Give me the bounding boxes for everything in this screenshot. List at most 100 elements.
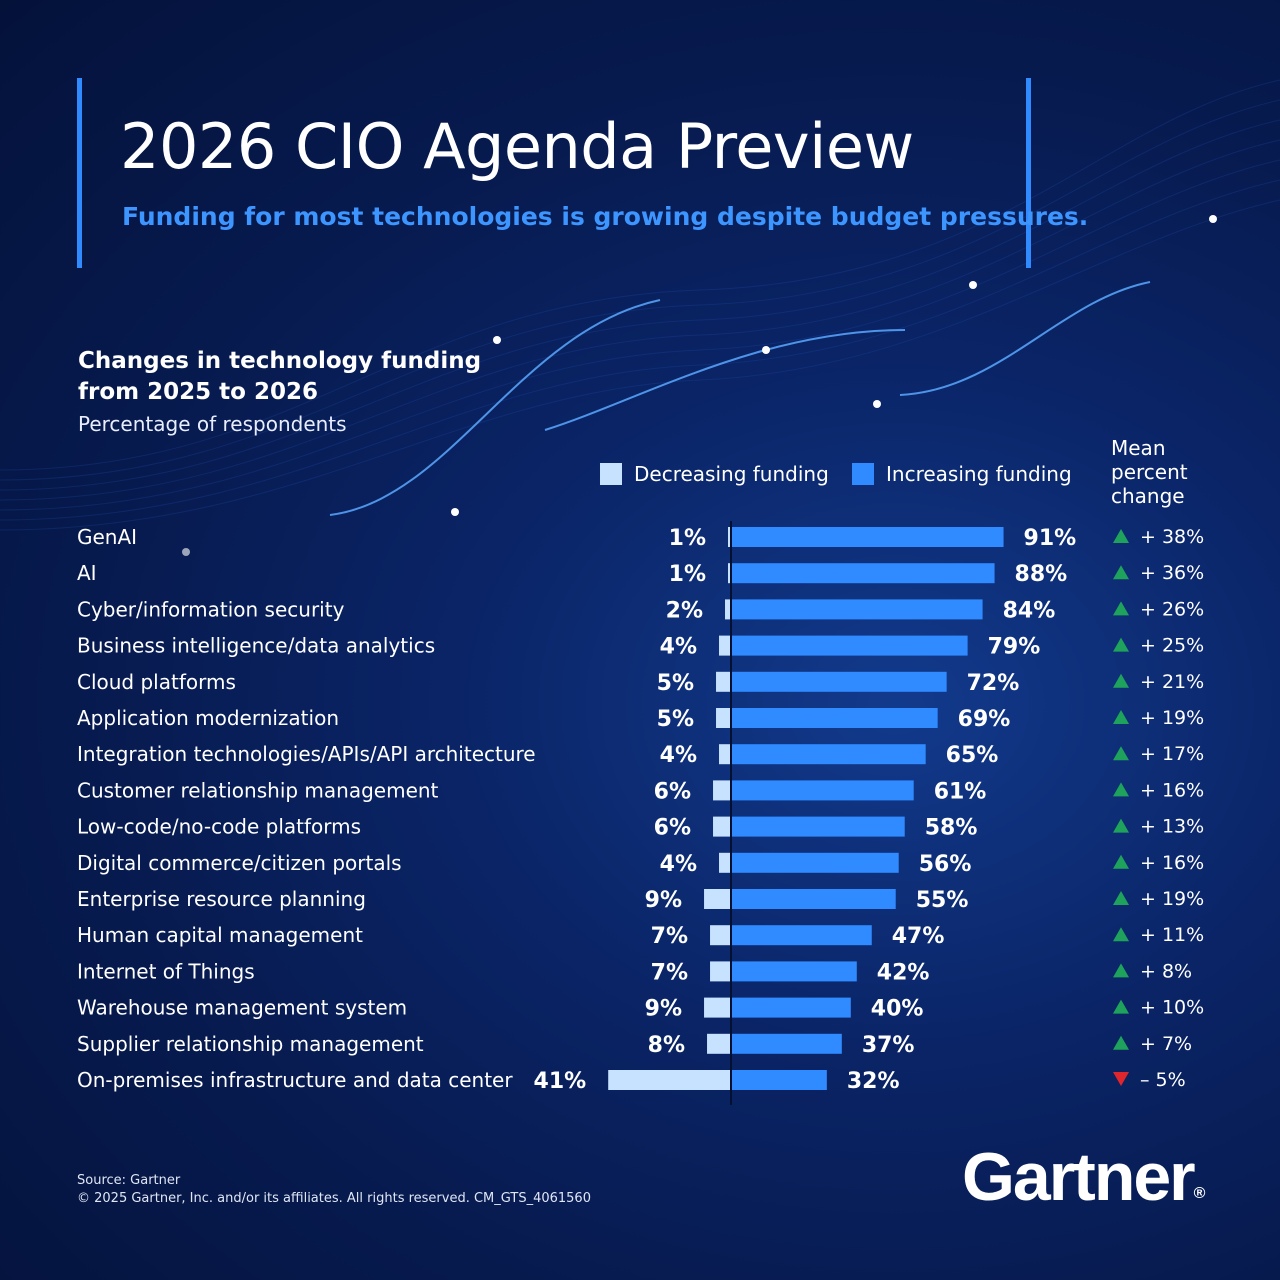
increasing-value-label: 56% <box>919 852 972 877</box>
bar-increasing <box>731 961 857 982</box>
category-label: Application modernization <box>77 706 339 730</box>
decreasing-value-label: 6% <box>654 816 691 841</box>
page-title: 2026 CIO Agenda Preview <box>120 110 914 183</box>
up-arrow-icon <box>1113 1035 1129 1050</box>
category-label: Digital commerce/citizen portals <box>77 851 402 875</box>
bar-decreasing <box>719 635 731 656</box>
decreasing-value-label: 7% <box>651 960 688 985</box>
increasing-value-label: 79% <box>988 635 1041 660</box>
legend-decreasing: Decreasing funding <box>600 462 829 486</box>
mean-change-label: + 19% <box>1140 888 1204 910</box>
increasing-value-label: 58% <box>925 816 978 841</box>
category-label: Supplier relationship management <box>77 1032 424 1056</box>
decreasing-value-label: 2% <box>666 598 703 623</box>
mean-change-label: + 21% <box>1140 671 1204 693</box>
bar-decreasing <box>713 780 731 801</box>
bar-decreasing <box>704 889 731 909</box>
increasing-value-label: 42% <box>877 960 930 985</box>
legend-swatch-increasing <box>852 463 874 485</box>
increasing-value-label: 69% <box>958 707 1011 732</box>
bar-increasing <box>731 889 896 909</box>
title-accent-bar-right <box>1026 78 1031 268</box>
up-arrow-icon <box>1113 782 1129 797</box>
decreasing-value-label: 9% <box>645 888 682 913</box>
bar-increasing <box>731 997 851 1018</box>
mean-change-label: + 26% <box>1140 598 1204 620</box>
decreasing-value-label: 4% <box>660 635 697 660</box>
bar-increasing <box>731 1070 827 1090</box>
bar-increasing <box>731 527 1004 547</box>
bar-decreasing <box>728 563 731 584</box>
bar-decreasing <box>728 527 731 547</box>
category-label: Integration technologies/APIs/API archit… <box>77 742 536 766</box>
chart-subtitle: Percentage of respondents <box>78 412 347 436</box>
decreasing-value-label: 9% <box>645 997 682 1022</box>
gartner-logo: Gartner® <box>962 1138 1205 1216</box>
bar-decreasing <box>710 961 731 982</box>
mean-change-label: + 36% <box>1140 562 1204 584</box>
bar-increasing <box>731 599 983 620</box>
category-label: Cyber/information security <box>77 597 345 621</box>
category-label: Enterprise resource planning <box>77 887 366 911</box>
bar-increasing <box>731 1033 842 1054</box>
category-label: Business intelligence/data analytics <box>77 634 435 658</box>
up-arrow-icon <box>1113 891 1129 905</box>
legend-swatch-decreasing <box>600 463 622 485</box>
increasing-value-label: 91% <box>1024 526 1077 551</box>
bar-decreasing <box>608 1070 731 1090</box>
up-arrow-icon <box>1113 963 1129 978</box>
increasing-value-label: 72% <box>967 671 1020 696</box>
up-arrow-icon <box>1113 637 1129 652</box>
mean-change-label: + 16% <box>1140 779 1204 801</box>
down-arrow-icon <box>1113 1072 1129 1086</box>
bar-decreasing <box>716 708 731 728</box>
bar-increasing <box>731 671 947 692</box>
up-arrow-icon <box>1113 818 1129 833</box>
up-arrow-icon <box>1113 854 1129 869</box>
up-arrow-icon <box>1113 999 1129 1014</box>
increasing-value-label: 47% <box>892 924 945 949</box>
category-label: AI <box>77 561 97 585</box>
bar-decreasing <box>704 997 731 1018</box>
logo-registered-mark: ® <box>1193 1185 1206 1202</box>
source-text: Source: Gartner <box>77 1173 181 1188</box>
decreasing-value-label: 1% <box>669 526 706 551</box>
bar-increasing <box>731 708 938 728</box>
mean-change-label: + 17% <box>1140 743 1204 765</box>
bar-increasing <box>731 780 914 801</box>
bar-decreasing <box>707 1033 731 1054</box>
mean-change-label: + 25% <box>1140 635 1204 657</box>
bar-increasing <box>731 744 926 765</box>
mean-change-label: + 7% <box>1140 1033 1192 1055</box>
chart-title: Changes in technology funding from 2025 … <box>78 348 482 405</box>
bar-decreasing <box>725 599 731 620</box>
mean-change-label: + 19% <box>1140 707 1204 729</box>
up-arrow-icon <box>1113 710 1129 724</box>
up-arrow-icon <box>1113 746 1129 761</box>
bar-increasing <box>731 563 995 584</box>
category-label: Cloud platforms <box>77 670 236 694</box>
decreasing-value-label: 41% <box>534 1069 587 1094</box>
logo-text: Gartner <box>962 1139 1196 1215</box>
bar-decreasing <box>710 925 731 946</box>
title-accent-bar-left <box>77 78 82 268</box>
decreasing-value-label: 5% <box>657 671 694 696</box>
category-label: Warehouse management system <box>77 996 407 1020</box>
mean-change-label: + 13% <box>1140 816 1204 838</box>
mean-change-label: + 10% <box>1140 997 1204 1019</box>
bar-decreasing <box>713 816 731 837</box>
up-arrow-icon <box>1113 601 1129 616</box>
bar-decreasing <box>716 671 731 692</box>
up-arrow-icon <box>1113 529 1129 543</box>
page-subtitle: Funding for most technologies is growing… <box>122 202 1089 231</box>
category-label: Customer relationship management <box>77 778 439 802</box>
mean-change-label: + 8% <box>1140 960 1192 982</box>
bar-decreasing <box>719 852 731 873</box>
decreasing-value-label: 1% <box>669 562 706 587</box>
up-arrow-icon <box>1113 927 1129 942</box>
increasing-value-label: 37% <box>862 1033 915 1058</box>
decreasing-value-label: 8% <box>648 1033 685 1058</box>
decreasing-value-label: 4% <box>660 743 697 768</box>
mean-change-label: + 16% <box>1140 852 1204 874</box>
